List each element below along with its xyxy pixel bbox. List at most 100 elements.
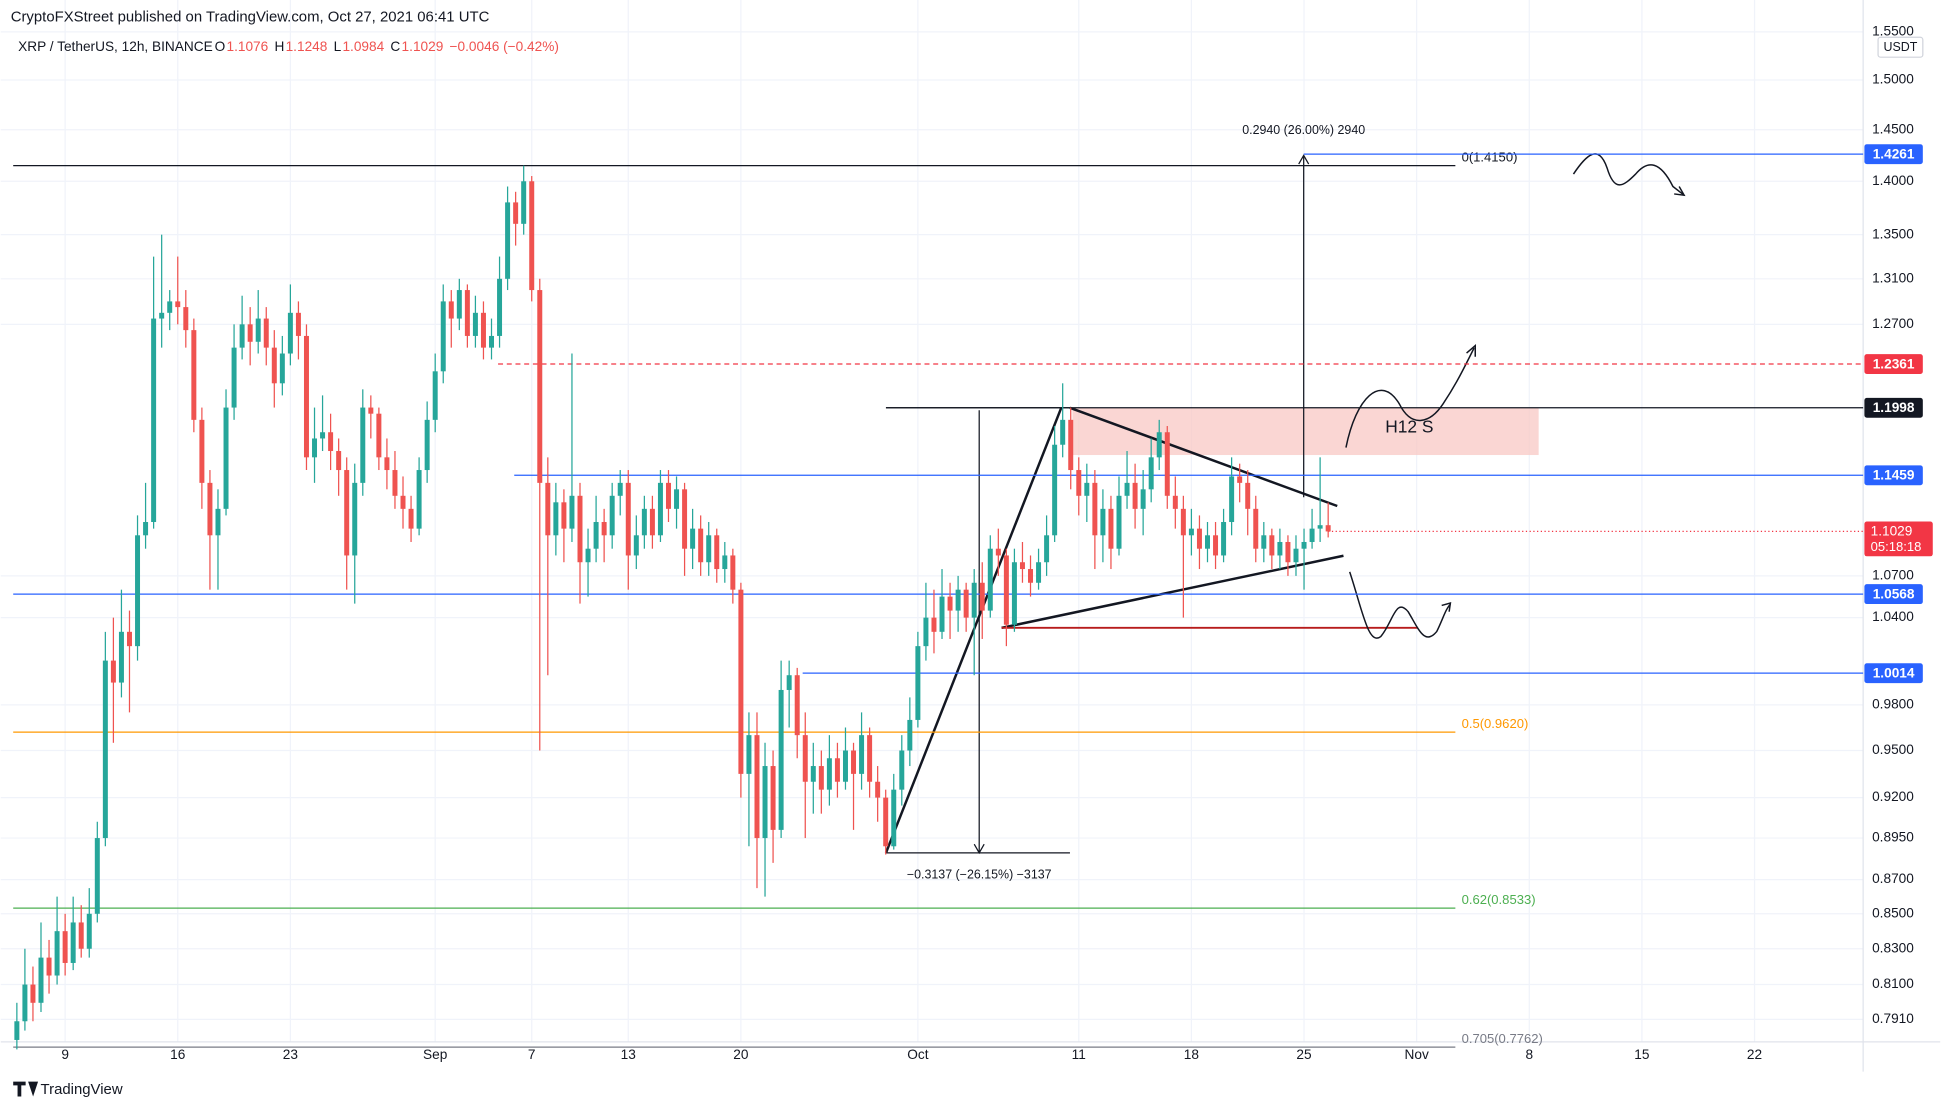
y-tick-label: 0.9200 [1872,789,1914,804]
candle-body [674,489,680,509]
candle-body [915,646,921,720]
candle-body [183,307,189,331]
legend-key: L [334,39,342,54]
candle-body [497,278,503,336]
candle-body [295,312,301,336]
legend-key: O [215,39,226,54]
y-tick-label: 1.3500 [1872,226,1914,241]
candle-body [1309,528,1315,542]
candle-body [955,589,961,611]
candle-body [754,735,760,839]
x-tick-label: 23 [283,1047,298,1062]
candle-body [963,589,969,618]
candle-body [1269,535,1275,556]
candle-body [408,508,414,529]
candle-body [762,766,768,839]
candle-body [448,301,454,319]
y-tick-label: 1.5000 [1872,72,1914,87]
candle-body [601,522,607,536]
price-label: 1.1029 [1871,524,1913,539]
candle-body [1036,562,1042,583]
candle-body [199,419,205,483]
candle-body [931,617,937,632]
candle-body [577,495,583,563]
candle-body [545,482,551,536]
candle-body [472,312,478,336]
legend-value: 1.1029 [402,39,444,54]
arrow-head [1466,343,1477,357]
candle-body [271,347,277,384]
candle-body [1052,444,1058,536]
candle-body [1317,525,1323,529]
candle-body [1221,522,1227,556]
candle-body [875,781,881,798]
y-tick-label: 0.9800 [1872,696,1914,711]
measure-label: 0.2940 (26.00%) 2940 [1242,123,1365,137]
drawings [884,153,1686,855]
candle-body [38,957,44,1003]
price-label: 1.2361 [1873,356,1915,371]
candle-body [1164,432,1170,496]
candle-body [859,735,865,774]
candle-body [1301,541,1307,549]
candle-body [70,922,76,963]
candle-body [22,984,28,1022]
candle-body [907,719,913,751]
projection-path [1348,571,1451,639]
candle-body [440,301,446,372]
candle-body [1084,482,1090,496]
candle-body [239,324,245,348]
candle-body [30,984,36,1003]
candle-body [722,555,728,570]
candle-body [360,407,366,483]
candle-body [569,495,575,529]
x-tick-label: 13 [621,1047,636,1062]
candle-body [1132,482,1138,509]
fib-label: 0(1.4150) [1462,150,1518,165]
legend-key: H [274,39,284,54]
y-tick-label: 1.4000 [1872,173,1914,188]
candle-body [698,528,704,563]
candle-body [247,324,253,342]
resistance-zone [1072,407,1539,456]
candle-body [400,495,406,509]
price-label-box [1864,584,1923,605]
candle-body [46,957,52,976]
candle-body [1172,495,1178,509]
candle-body [891,789,897,847]
brand-logo [13,1081,39,1097]
axis-labels: 1.5500 1.5000 1.4500 1.4000 1.3500 1.3100 1.27… [61,23,1933,1062]
x-tick-label: 18 [1184,1047,1199,1062]
projection-path [1345,347,1475,448]
fib-label: 0.5(0.9620) [1462,716,1529,731]
x-tick-label: Sep [423,1047,448,1062]
candle-body [505,202,511,279]
candle-body [62,931,68,963]
candle-body [1108,508,1114,549]
candle-body [480,312,486,348]
candle-body [883,797,889,847]
y-tick-label: 1.5500 [1872,23,1914,38]
candle-body [1261,535,1267,549]
candle-body [1293,548,1299,563]
candle-body [1180,508,1186,536]
candle-body [1124,482,1130,496]
candle-body [714,535,720,570]
candle-body [489,335,494,348]
y-tick-label: 1.0400 [1872,609,1914,624]
candle-body [649,508,655,536]
candle-body [392,470,398,496]
y-tick-label: 0.9500 [1872,742,1914,757]
price-label-box [1864,144,1923,165]
fib-label: 0.62(0.8533) [1462,892,1536,907]
candle-body [126,631,132,647]
arrow-head [1298,154,1310,165]
candle-body [376,413,382,458]
candle-body [94,838,100,914]
price-label-box [1864,397,1923,418]
candle-body [1116,495,1122,549]
levels: 0(1.4150) 0.5(0.9620) 0.62(0.8533) 0.705(0.… [13,150,1864,1048]
candle-body [553,502,559,536]
arrow-head [1441,601,1452,612]
